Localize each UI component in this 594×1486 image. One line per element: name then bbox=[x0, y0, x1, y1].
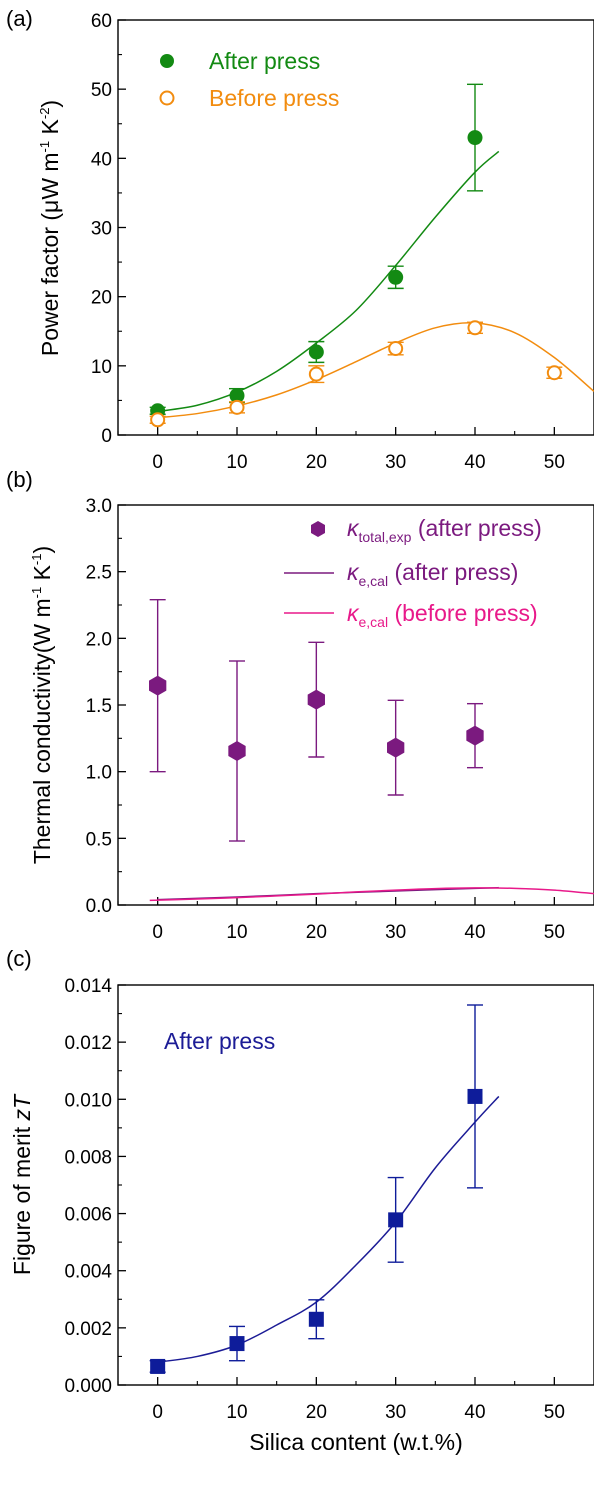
data-point bbox=[467, 130, 483, 146]
x-tick-label: 0 bbox=[152, 452, 163, 473]
data-point bbox=[149, 675, 167, 696]
panel-b-y-axis-title: Thermal conductivity(W m-1 K-1) bbox=[29, 546, 55, 864]
panel-a-legend: After press Before press bbox=[159, 48, 339, 111]
panel-c-ticks: 0 10 20 30 40 50 0.000 0.002 0.004 0.006 0.008 0.01… bbox=[64, 976, 564, 1423]
panel-c: (c) 0 10 20 30 40 50 0.000 0.002 0.004 0.006 0.008… bbox=[6, 946, 594, 1455]
panel-a-fit-curves bbox=[157, 150, 594, 419]
curve-series-2 bbox=[149, 887, 594, 902]
data-point bbox=[150, 412, 166, 428]
y-tick-label: 0.004 bbox=[64, 1262, 112, 1283]
data-point bbox=[387, 737, 405, 758]
y-tick-label: 0.0 bbox=[86, 896, 112, 917]
panel-a-label: (a) bbox=[6, 6, 33, 31]
curve-series-0 bbox=[157, 1095, 500, 1363]
data-point bbox=[388, 341, 404, 357]
panel-a-plot-frame bbox=[117, 19, 594, 436]
data-point bbox=[229, 399, 245, 415]
legend-k-e-cal-after-label: κe,cal (after press) bbox=[347, 559, 518, 589]
x-axis-title: Silica content (w.t.%) bbox=[249, 1429, 462, 1455]
y-tick-label: 1.5 bbox=[86, 696, 112, 717]
y-tick-label: 3.0 bbox=[86, 496, 112, 517]
data-point bbox=[150, 1358, 166, 1374]
y-tick-label: 2.5 bbox=[86, 563, 112, 584]
panel-c-fit-curves bbox=[157, 1095, 500, 1363]
data-point bbox=[308, 366, 324, 382]
curve-series-1 bbox=[157, 322, 594, 419]
y-tick-label: 0.012 bbox=[64, 1033, 112, 1054]
x-tick-label: 50 bbox=[544, 1402, 565, 1423]
y-tick-label: 2.0 bbox=[86, 629, 112, 650]
y-tick-label: 40 bbox=[91, 149, 112, 170]
x-tick-label: 0 bbox=[152, 1402, 163, 1423]
legend-before-press-label: Before press bbox=[209, 85, 339, 111]
data-point bbox=[546, 365, 562, 381]
panel-b-label: (b) bbox=[6, 467, 33, 492]
x-tick-label: 20 bbox=[306, 922, 327, 943]
curve-series-0 bbox=[157, 150, 500, 413]
y-tick-label: 0.014 bbox=[64, 976, 112, 997]
data-point bbox=[229, 1336, 245, 1352]
panel-a: (a) 0 10 20 30 40 50 0 10 20 30 40 50 60 Power facto… bbox=[6, 6, 594, 473]
x-tick-label: 10 bbox=[226, 1402, 247, 1423]
y-tick-label: 0.006 bbox=[64, 1205, 112, 1226]
panel-b-ticks: 0 10 20 30 40 50 0.0 0.5 1.0 1.5 2.0 2.5 3.0 bbox=[86, 496, 565, 943]
x-tick-label: 40 bbox=[464, 922, 485, 943]
data-point bbox=[467, 320, 483, 336]
y-tick-label: 60 bbox=[91, 11, 112, 32]
y-tick-label: 0.010 bbox=[64, 1090, 112, 1111]
data-point bbox=[388, 269, 404, 285]
x-tick-label: 40 bbox=[464, 1402, 485, 1423]
y-tick-label: 0.002 bbox=[64, 1319, 112, 1340]
y-tick-label: 1.0 bbox=[86, 763, 112, 784]
y-tick-label: 20 bbox=[91, 288, 112, 309]
x-tick-label: 10 bbox=[226, 452, 247, 473]
data-point bbox=[466, 725, 484, 746]
panel-a-ticks: 0 10 20 30 40 50 0 10 20 30 40 50 60 bbox=[91, 11, 565, 473]
panel-c-label: (c) bbox=[6, 946, 32, 971]
panel-b: (b) 0 10 20 30 40 50 0.0 0.5 1.0 1.5 2.0 2.5 3.0 The… bbox=[6, 467, 594, 943]
x-tick-label: 20 bbox=[306, 452, 327, 473]
panel-b-legend: κtotal,exp (after press) κe,cal (after p… bbox=[284, 515, 542, 630]
y-tick-label: 0.000 bbox=[64, 1376, 112, 1397]
panel-c-annotation: After press bbox=[164, 1028, 275, 1054]
y-tick-label: 0.008 bbox=[64, 1147, 112, 1168]
panel-c-y-axis-title: Figure of merit zT bbox=[9, 1093, 35, 1275]
data-point bbox=[467, 1088, 483, 1104]
data-point bbox=[308, 344, 324, 360]
x-tick-label: 40 bbox=[464, 452, 485, 473]
panel-c-data-marks bbox=[149, 1004, 483, 1374]
y-tick-label: 0.5 bbox=[86, 829, 112, 850]
legend-after-press-marker bbox=[160, 54, 174, 68]
panel-a-data-marks bbox=[149, 83, 563, 428]
x-tick-label: 30 bbox=[385, 1402, 406, 1423]
data-point bbox=[229, 388, 245, 404]
x-tick-label: 50 bbox=[544, 452, 565, 473]
x-tick-label: 30 bbox=[385, 922, 406, 943]
data-point bbox=[308, 1311, 324, 1327]
panel-a-y-axis-title: Power factor (μW m-1 K-2) bbox=[37, 100, 63, 356]
y-tick-label: 10 bbox=[91, 357, 112, 378]
data-point bbox=[388, 1212, 404, 1228]
legend-after-press-label: After press bbox=[209, 48, 320, 74]
x-tick-label: 0 bbox=[152, 922, 163, 943]
legend-k-total-exp-marker bbox=[311, 521, 325, 537]
y-tick-label: 0 bbox=[101, 426, 112, 447]
legend-k-total-exp-label: κtotal,exp (after press) bbox=[347, 515, 542, 545]
x-tick-label: 30 bbox=[385, 452, 406, 473]
x-tick-label: 10 bbox=[226, 922, 247, 943]
panel-b-data-marks bbox=[149, 598, 484, 842]
legend-k-e-cal-before-label: κe,cal (before press) bbox=[347, 600, 538, 630]
y-tick-label: 30 bbox=[91, 219, 112, 240]
y-tick-label: 50 bbox=[91, 80, 112, 101]
data-point bbox=[228, 741, 246, 761]
data-point bbox=[307, 689, 325, 710]
legend-before-press-marker bbox=[159, 90, 175, 106]
x-tick-label: 20 bbox=[306, 1402, 327, 1423]
x-tick-label: 50 bbox=[544, 922, 565, 943]
panel-b-fit-curves bbox=[149, 886, 594, 902]
